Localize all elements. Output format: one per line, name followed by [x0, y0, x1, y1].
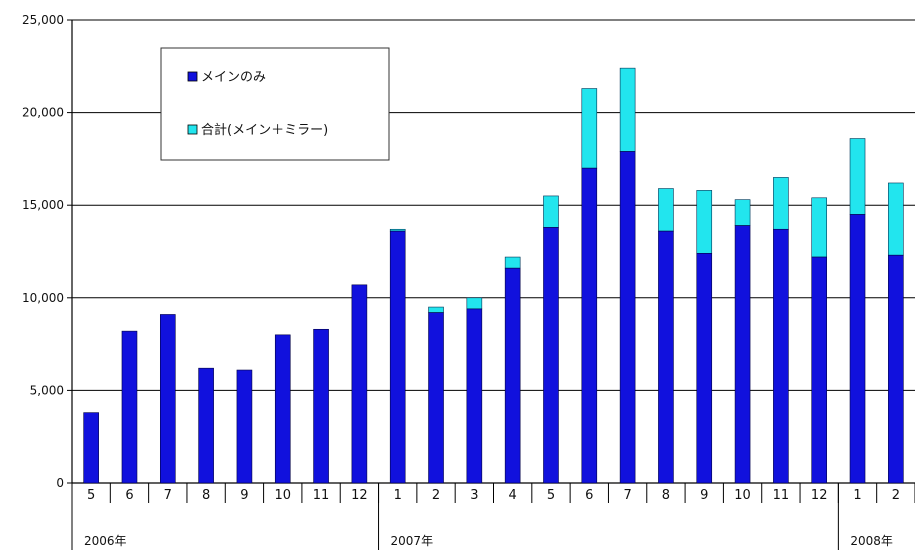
- x-tick-label: 9: [240, 488, 248, 503]
- bar-main-segment: [428, 312, 444, 484]
- x-tick-label: 5: [547, 488, 555, 503]
- x-tick-label: 2: [432, 488, 440, 503]
- x-tick-label: 11: [313, 488, 330, 503]
- bar-mirror-segment: [773, 177, 789, 230]
- y-tick-label: 5,000: [30, 383, 64, 397]
- bar-mirror-segment: [504, 256, 521, 269]
- bar-mirror-segment: [581, 88, 598, 169]
- y-tick-labels: 0 5,000 10,000 15,000 20,000 25,000: [22, 13, 64, 490]
- bar-mirror-segment: [696, 190, 713, 254]
- x-tick-label: 8: [202, 488, 210, 503]
- bar-main-segment: [466, 308, 483, 484]
- bar-main-segment: [236, 369, 253, 484]
- bar-mirror-segment: [734, 199, 751, 226]
- bar-main-segment: [888, 254, 904, 484]
- x-tick-label: 2: [892, 488, 900, 503]
- bar-mirror-segment: [811, 197, 828, 258]
- x-tick-label: 6: [125, 488, 133, 503]
- year-group-label: 2008年: [850, 534, 893, 548]
- y-tick-label: 10,000: [22, 291, 64, 305]
- bar-main-segment: [849, 214, 866, 484]
- bar-main-segment: [734, 225, 751, 484]
- x-tick-label: 10: [274, 488, 291, 503]
- y-tick-label: 20,000: [22, 106, 64, 120]
- year-group-label: 2006年: [84, 534, 127, 548]
- bar-mirror-segment: [619, 67, 636, 152]
- bar-main-segment: [198, 367, 214, 484]
- x-tick-label: 12: [811, 488, 828, 503]
- year-group-labels: 2006年 2007年 2008年: [84, 534, 893, 548]
- bar-main-segment: [581, 167, 598, 484]
- bar-main-segment: [773, 228, 789, 484]
- y-tick-label: 0: [56, 476, 64, 490]
- bar-mirror-segment: [888, 182, 904, 256]
- legend: メインのみ 合計(メイン＋ミラー): [160, 47, 390, 161]
- bar-main-segment: [504, 267, 521, 484]
- x-tick-label: 3: [470, 488, 478, 503]
- x-tick-label: 11: [773, 488, 790, 503]
- x-tick-label: 5: [87, 488, 95, 503]
- y-tick-label: 25,000: [22, 13, 64, 27]
- legend-swatch-total: [187, 124, 198, 135]
- bar-main-segment: [543, 227, 559, 484]
- bars: [83, 67, 904, 484]
- bar-main-segment: [83, 412, 99, 484]
- bar-main-segment: [811, 256, 828, 484]
- bar-mirror-segment: [543, 195, 559, 228]
- x-tick-label: 10: [734, 488, 751, 503]
- x-tick-label: 4: [509, 488, 517, 503]
- x-tick-label: 1: [853, 488, 861, 503]
- legend-label-total: 合計(メイン＋ミラー): [201, 122, 328, 138]
- x-tick-labels: 5 6 7 8 9 10 11 12 1 2 3 4 5 6 7 8 9 10 11 12 1 2: [87, 488, 900, 503]
- bar-main-segment: [121, 330, 138, 484]
- bar-mirror-segment: [466, 297, 483, 310]
- legend-label-main: メインのみ: [201, 70, 266, 85]
- bar-main-segment: [658, 230, 674, 484]
- bar-main-segment: [159, 314, 176, 484]
- x-tick-label: 8: [662, 488, 670, 503]
- bar-mirror-segment: [658, 188, 674, 232]
- bar-main-segment: [274, 334, 291, 484]
- legend-swatch-main: [187, 71, 198, 82]
- x-tick-label: 7: [164, 488, 172, 503]
- year-group-label: 2007年: [391, 534, 434, 548]
- x-tick-label: 9: [700, 488, 708, 503]
- bar-mirror-segment: [849, 138, 866, 215]
- bar-main-segment: [696, 253, 713, 484]
- x-tick-label: 12: [351, 488, 368, 503]
- bar-main-segment: [351, 284, 368, 484]
- bar-main-segment: [389, 230, 406, 484]
- x-tick-label: 7: [623, 488, 631, 503]
- y-tick-label: 15,000: [22, 198, 64, 212]
- bar-main-segment: [313, 328, 329, 484]
- legend-box: [160, 47, 390, 161]
- x-tick-label: 1: [394, 488, 402, 503]
- bar-mirror-segment: [428, 306, 444, 313]
- x-tick-label: 6: [585, 488, 593, 503]
- bar-main-segment: [619, 151, 636, 484]
